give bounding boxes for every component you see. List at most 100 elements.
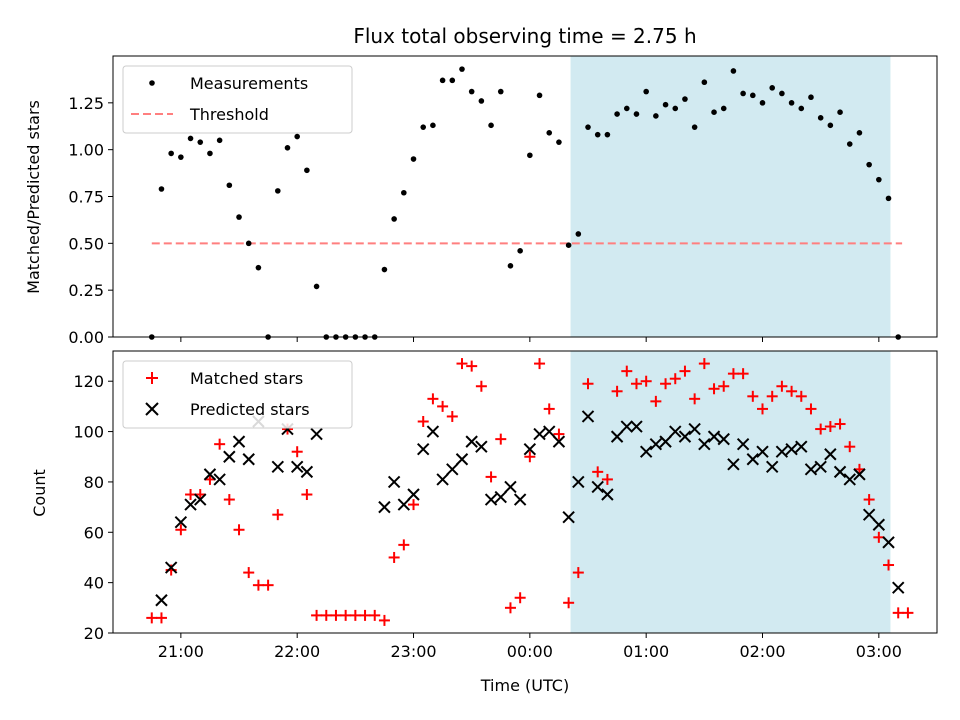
- predicted-star-point: [455, 453, 469, 466]
- matched-star-point: [737, 368, 749, 380]
- matched-star-point: [417, 416, 429, 427]
- measurement-point: [614, 111, 620, 117]
- measurement-point: [401, 189, 407, 196]
- x-tick-label: 03:00: [856, 642, 902, 661]
- predicted-star-point: [378, 500, 391, 514]
- measurement-point: [275, 188, 281, 194]
- predicted-star-point: [833, 465, 847, 479]
- matched-star-point: [398, 539, 410, 551]
- measurement-point: [701, 79, 708, 86]
- matched-star-point: [640, 375, 652, 387]
- predicted-star-point: [707, 430, 721, 443]
- measurement-point: [720, 105, 727, 112]
- predicted-star-point: [746, 453, 760, 466]
- matched-star-point: [359, 609, 371, 621]
- x-axis-label: Time (UTC): [480, 676, 569, 695]
- measurement-point: [197, 139, 204, 145]
- measurement-point: [808, 94, 814, 101]
- matched-star-point: [369, 609, 381, 621]
- top-y-tick-label: 1.25: [68, 94, 104, 113]
- measurement-point: [410, 156, 417, 162]
- predicted-star-point: [630, 420, 643, 433]
- matched-star-point: [883, 559, 895, 571]
- measurement-point: [304, 167, 310, 174]
- predicted-star-point: [882, 536, 895, 549]
- matched-star-point: [621, 365, 633, 377]
- measurement-point: [381, 266, 388, 273]
- measurement-point: [817, 115, 824, 121]
- matched-star-point: [330, 609, 342, 621]
- predicted-star-point: [669, 425, 682, 438]
- matched-star-point: [349, 609, 361, 621]
- predicted-star-point: [475, 440, 488, 453]
- measurement-point: [643, 88, 649, 95]
- measurement-point: [623, 105, 630, 112]
- predicted-star-point: [756, 445, 769, 458]
- predicted-star-point: [775, 445, 789, 458]
- matched-star-point: [660, 378, 672, 390]
- predicted-star-point: [601, 488, 614, 501]
- predicted-star-point: [659, 435, 672, 448]
- x-tick-label: 21:00: [158, 642, 204, 661]
- measurement-point: [284, 144, 291, 151]
- predicted-star-point: [232, 435, 246, 448]
- matched-star-point: [718, 380, 730, 392]
- predicted-star-point: [824, 448, 837, 461]
- matched-star-point: [611, 385, 623, 397]
- predicted-star-point: [484, 493, 498, 506]
- matched-star-point: [175, 524, 187, 536]
- predicted-star-point: [543, 425, 556, 438]
- matched-star-point: [669, 373, 681, 385]
- x-tick-label: 23:00: [390, 642, 436, 661]
- matched-star-point: [727, 368, 739, 380]
- predicted-star-point: [872, 518, 886, 531]
- predicted-star-point: [504, 480, 517, 494]
- predicted-star-point: [203, 468, 217, 481]
- predicted-star-point: [562, 510, 575, 524]
- predicted-star-point: [717, 432, 730, 446]
- matched-star-point: [698, 358, 710, 370]
- measurement-point: [430, 122, 436, 129]
- predicted-star-point: [892, 581, 905, 594]
- measurement-point: [207, 150, 213, 157]
- matched-star-point: [892, 607, 904, 619]
- measurement-point: [827, 122, 834, 129]
- matched-star-point: [553, 428, 565, 440]
- measurement-point: [711, 109, 717, 115]
- predicted-star-point: [688, 422, 701, 436]
- bottom-y-tick-label: 80: [84, 473, 104, 492]
- predicted-star-point: [649, 437, 663, 451]
- predicted-star-point: [223, 450, 236, 463]
- matched-star-point: [446, 410, 458, 422]
- matched-star-point: [630, 378, 642, 390]
- legend-predicted-marker: [145, 402, 159, 416]
- measurement-point: [662, 101, 669, 108]
- matched-star-point: [766, 390, 778, 402]
- measurement-point: [439, 77, 446, 84]
- measurement-point: [856, 130, 863, 136]
- bottom-y-tick-label: 60: [84, 523, 104, 542]
- measurement-point: [575, 231, 582, 237]
- predicted-star-point: [194, 493, 207, 506]
- predicted-star-point: [310, 427, 323, 441]
- measurement-point: [876, 176, 882, 183]
- legend-matched-marker: [146, 372, 158, 384]
- x-tick-label: 01:00: [623, 642, 669, 661]
- bottom-plot-frame: [112, 350, 938, 634]
- measurement-point: [178, 154, 184, 160]
- matched-star-point: [378, 614, 390, 626]
- legend-measurements-label: Measurements: [190, 74, 308, 93]
- matched-star-point: [601, 473, 613, 485]
- matched-star-point: [572, 567, 584, 579]
- measurement-point: [672, 105, 679, 112]
- measurement-point: [682, 96, 688, 102]
- predicted-star-point: [494, 490, 507, 504]
- measurement-point: [565, 242, 572, 249]
- measurement-point: [468, 88, 475, 95]
- matched-star-point: [408, 499, 420, 511]
- measurement-point: [798, 105, 805, 112]
- measurement-point: [313, 283, 320, 290]
- matched-star-point: [466, 360, 478, 372]
- matched-star-point: [272, 509, 284, 521]
- bottom-y-tick-label: 100: [73, 423, 104, 442]
